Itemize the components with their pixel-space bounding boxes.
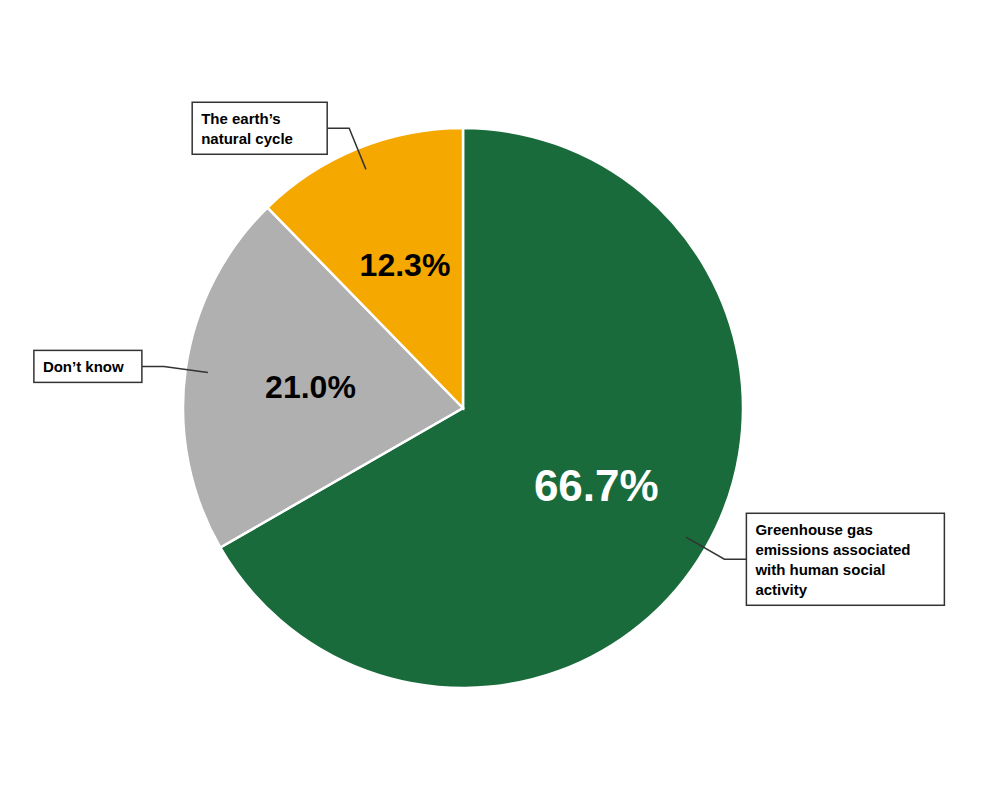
svg-text:Greenhouse gasemissions associ: Greenhouse gasemissions associatedwith h…	[754, 521, 910, 598]
svg-text:The earth’snatural cycle: The earth’snatural cycle	[201, 110, 293, 147]
svg-text:Don’t know: Don’t know	[43, 358, 124, 375]
svg-text:12.3%: 12.3%	[360, 247, 451, 283]
svg-text:66.7%: 66.7%	[534, 461, 659, 510]
svg-text:21.0%: 21.0%	[265, 369, 356, 405]
